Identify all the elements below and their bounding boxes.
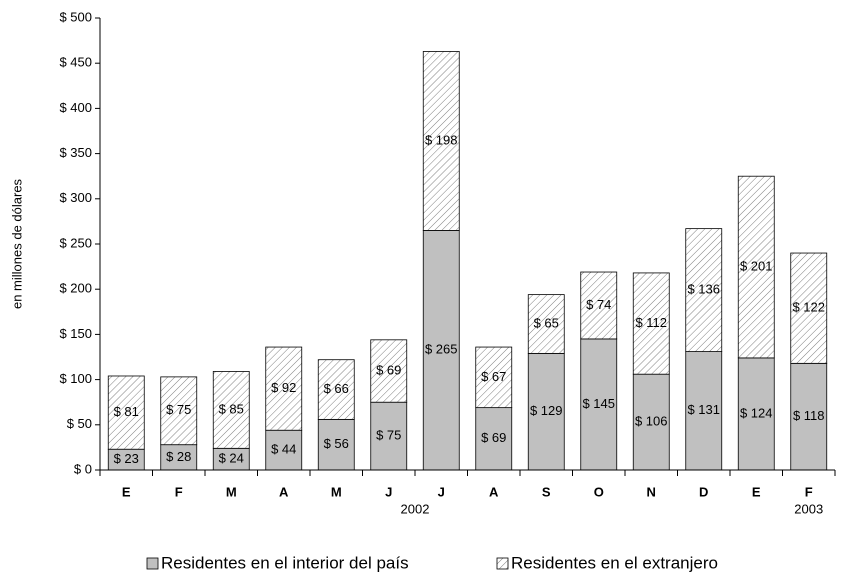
value-label: $ 69 — [376, 362, 401, 377]
bar-segment — [790, 362, 828, 471]
value-label: $ 28 — [166, 449, 191, 464]
bar-segment — [212, 371, 250, 449]
bar-segment — [265, 346, 303, 431]
bar-segment — [422, 51, 460, 231]
value-label: $ 106 — [635, 414, 668, 429]
x-tick-label: M — [226, 484, 237, 499]
x-tick-label: J — [438, 484, 445, 499]
legend-label: Residentes en el extranjero — [511, 553, 718, 572]
bar-segment — [317, 359, 355, 420]
bar-segment — [160, 444, 198, 471]
x-tick-label: A — [279, 484, 289, 499]
bar-segment — [475, 346, 513, 409]
y-tick-label: $ 100 — [59, 371, 92, 386]
bar-segment — [107, 375, 145, 450]
bar-segment — [370, 401, 408, 471]
value-label: $ 75 — [166, 402, 191, 417]
y-tick-label: $ 50 — [67, 416, 92, 431]
bar-segment — [527, 294, 565, 354]
value-label: $ 265 — [425, 342, 458, 357]
value-label: $ 131 — [687, 402, 720, 417]
bar-segment — [632, 272, 670, 375]
x-tick-label: J — [385, 484, 392, 499]
legend-label: Residentes en el interior del país — [161, 553, 409, 572]
x-tick-label: D — [699, 484, 708, 499]
y-tick-label: $ 0 — [74, 461, 92, 476]
bar-segment — [685, 351, 723, 471]
value-label: $ 201 — [740, 258, 773, 273]
bar-segment — [475, 407, 513, 471]
value-label: $ 122 — [792, 300, 825, 315]
y-tick-label: $ 200 — [59, 281, 92, 296]
x-tick-label: F — [805, 484, 813, 499]
x-tick-label: M — [331, 484, 342, 499]
x-tick-label: N — [647, 484, 656, 499]
bar-segment — [527, 352, 565, 471]
year-label: 2002 — [401, 501, 430, 516]
bar-segment — [737, 357, 775, 471]
value-label: $ 23 — [114, 451, 139, 466]
y-tick-label: $ 300 — [59, 190, 92, 205]
bar-segment — [737, 175, 775, 359]
y-axis-label: en millones de dólares — [9, 178, 24, 309]
y-tick-label: $ 250 — [59, 235, 92, 250]
value-label: $ 74 — [586, 297, 611, 312]
value-label: $ 66 — [324, 381, 349, 396]
value-label: $ 136 — [687, 282, 720, 297]
value-label: $ 124 — [740, 405, 773, 420]
y-tick-label: $ 150 — [59, 326, 92, 341]
value-label: $ 67 — [481, 369, 506, 384]
y-tick-label: $ 500 — [59, 9, 92, 24]
x-tick-label: S — [542, 484, 551, 499]
value-label: $ 24 — [219, 451, 244, 466]
value-label: $ 75 — [376, 428, 401, 443]
bar-segment — [580, 338, 618, 471]
x-tick-label: O — [594, 484, 604, 499]
y-tick-label: $ 400 — [59, 100, 92, 115]
value-label: $ 44 — [271, 442, 296, 457]
x-tick-label: E — [122, 484, 131, 499]
value-label: $ 56 — [324, 436, 349, 451]
x-tick-label: E — [752, 484, 761, 499]
value-label: $ 129 — [530, 403, 563, 418]
value-label: $ 69 — [481, 430, 506, 445]
value-label: $ 198 — [425, 132, 458, 147]
bar-segment — [790, 252, 828, 364]
y-tick-label: $ 450 — [59, 55, 92, 70]
bar-segment — [160, 376, 198, 446]
value-label: $ 65 — [534, 315, 559, 330]
bar-segment — [370, 339, 408, 403]
year-label: 2003 — [794, 501, 823, 516]
bar-segment — [632, 373, 670, 471]
legend-swatch — [146, 557, 159, 570]
bar-segment — [265, 429, 303, 471]
bar-segment — [685, 228, 723, 352]
x-tick-label: A — [489, 484, 499, 499]
y-tick-label: $ 350 — [59, 145, 92, 160]
value-label: $ 145 — [582, 396, 615, 411]
value-label: $ 118 — [793, 408, 825, 423]
value-label: $ 81 — [114, 404, 139, 419]
value-label: $ 85 — [219, 401, 244, 416]
value-label: $ 92 — [271, 380, 296, 395]
legend-swatch — [496, 557, 509, 570]
x-tick-label: F — [175, 484, 183, 499]
value-label: $ 112 — [635, 315, 667, 330]
bar-segment — [580, 271, 618, 340]
